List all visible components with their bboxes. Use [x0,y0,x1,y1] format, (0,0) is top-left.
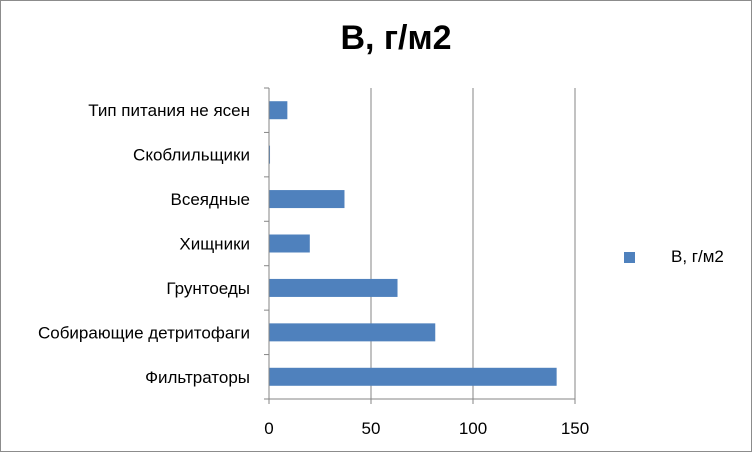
bar [269,190,345,209]
legend: В, г/м2 [624,247,724,267]
category-label: Собирающие детритофаги [38,323,250,342]
category-label: Скоблильщики [133,146,250,165]
category-label: Всеядные [171,190,250,209]
bar [269,323,436,342]
bar [269,145,271,164]
bar [269,234,310,253]
category-label: Тип питания не ясен [88,101,250,120]
x-tick-label: 50 [362,419,381,438]
bar [269,278,398,297]
bar [269,367,557,386]
bar [269,101,288,120]
x-tick-label: 100 [459,419,487,438]
category-label: Грунтоеды [166,279,250,298]
legend-label: В, г/м2 [671,247,724,266]
category-label: Хищники [179,235,250,254]
chart-title: В, г/м2 [340,19,452,57]
category-label: Фильтраторы [145,368,250,387]
x-tick-label: 150 [561,419,589,438]
legend-swatch [624,251,635,263]
x-tick-label: 0 [264,419,273,438]
